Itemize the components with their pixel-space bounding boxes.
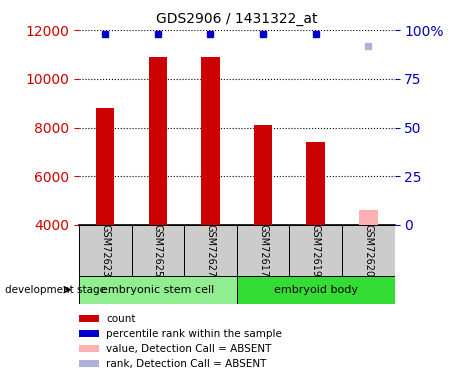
Bar (359, 210, 377, 225)
Text: GSM72623: GSM72623 (100, 224, 110, 277)
Bar (79, 276, 237, 304)
Text: rank, Detection Call = ABSENT: rank, Detection Call = ABSENT (106, 359, 267, 369)
Bar (237, 225, 290, 276)
Bar (149, 57, 167, 225)
Bar (307, 142, 325, 225)
Text: GSM72617: GSM72617 (258, 224, 268, 277)
Text: GSM72627: GSM72627 (206, 224, 216, 277)
Text: embryoid body: embryoid body (274, 285, 358, 295)
Bar (79, 345, 99, 352)
Title: GDS2906 / 1431322_at: GDS2906 / 1431322_at (156, 12, 318, 26)
Text: percentile rank within the sample: percentile rank within the sample (106, 329, 282, 339)
Text: GSM72619: GSM72619 (311, 224, 321, 277)
Text: value, Detection Call = ABSENT: value, Detection Call = ABSENT (106, 344, 272, 354)
Bar (237, 276, 395, 304)
Bar (254, 125, 272, 225)
Bar (79, 360, 99, 368)
Bar (96, 108, 115, 225)
Bar (79, 330, 99, 338)
Text: embryonic stem cell: embryonic stem cell (101, 285, 215, 295)
Text: count: count (106, 314, 135, 324)
Bar (79, 225, 132, 276)
Bar (201, 57, 220, 225)
Text: GSM72620: GSM72620 (364, 224, 373, 277)
Bar (79, 315, 99, 322)
Bar (184, 225, 237, 276)
Bar (290, 225, 342, 276)
Bar (132, 225, 184, 276)
Bar (342, 225, 395, 276)
Text: GSM72625: GSM72625 (153, 224, 163, 277)
Text: development stage: development stage (5, 285, 106, 295)
